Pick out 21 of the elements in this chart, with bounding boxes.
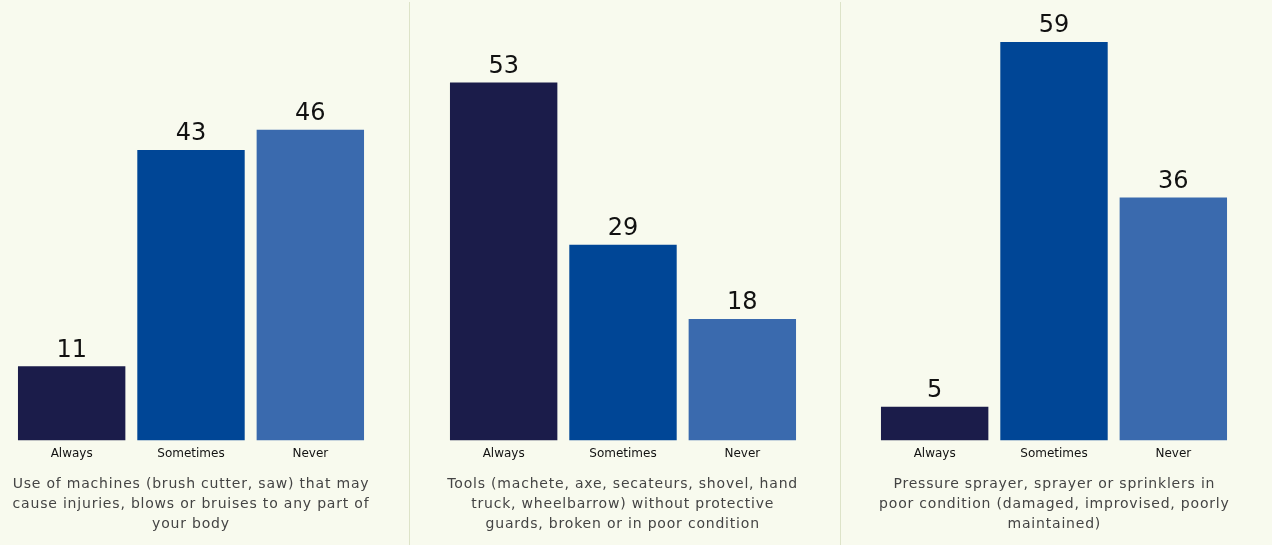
x-axis-title: Pressure sprayer, sprayer or sprinklers in poor condition (damaged, improvised, poorly maintained) [878, 474, 1231, 533]
data-label: 36 [1158, 165, 1189, 194]
x-tick-label: Always [482, 445, 525, 460]
x-tick-label: Always [913, 445, 957, 460]
x-tick-label: Sometimes [588, 445, 657, 460]
x-tick-label: Never [724, 445, 760, 460]
x-tick-label: Always [50, 445, 93, 460]
data-label: 59 [1039, 10, 1070, 39]
x-axis-title: Use of machines (brush cutter, saw) that may cause injuries, blows or bruises to any part of your body [12, 474, 370, 533]
data-label: 11 [56, 334, 87, 363]
data-label: 53 [488, 50, 519, 79]
data-label: 18 [726, 287, 758, 316]
data-label: 5 [927, 375, 943, 404]
x-tick-label: Sometimes [157, 445, 225, 460]
x-tick-label: Never [292, 445, 329, 460]
data-label: 46 [295, 98, 326, 127]
x-tick-label: Never [1155, 445, 1192, 460]
data-label: 43 [175, 118, 207, 147]
data-label: 29 [607, 212, 638, 241]
x-tick-label: Sometimes [1020, 445, 1089, 460]
x-axis-title: Tools (machete, axe, secateurs, shovel, hand truck, wheelbarrow) without protective guards, broken or in poor condition [446, 474, 799, 533]
